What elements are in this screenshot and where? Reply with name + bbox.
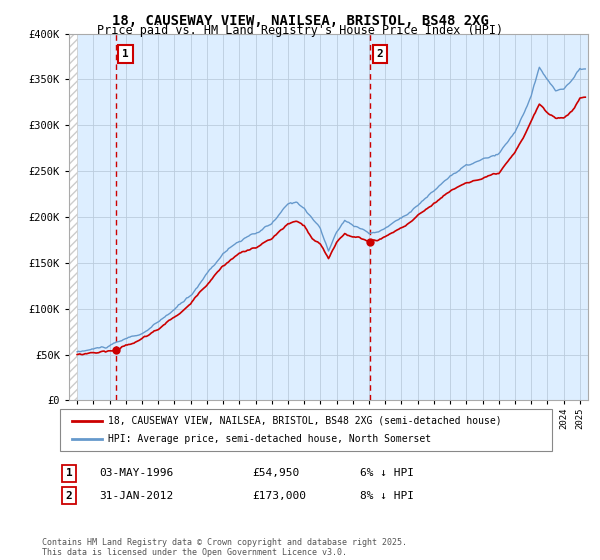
Text: 1: 1 xyxy=(122,49,128,59)
Text: 18, CAUSEWAY VIEW, NAILSEA, BRISTOL, BS48 2XG: 18, CAUSEWAY VIEW, NAILSEA, BRISTOL, BS4… xyxy=(112,14,488,28)
Text: 6% ↓ HPI: 6% ↓ HPI xyxy=(360,468,414,478)
Text: Contains HM Land Registry data © Crown copyright and database right 2025.
This d: Contains HM Land Registry data © Crown c… xyxy=(42,538,407,557)
Text: 2: 2 xyxy=(377,49,383,59)
Text: 18, CAUSEWAY VIEW, NAILSEA, BRISTOL, BS48 2XG (semi-detached house): 18, CAUSEWAY VIEW, NAILSEA, BRISTOL, BS4… xyxy=(108,416,502,426)
Text: £54,950: £54,950 xyxy=(252,468,299,478)
Text: 03-MAY-1996: 03-MAY-1996 xyxy=(99,468,173,478)
Text: 31-JAN-2012: 31-JAN-2012 xyxy=(99,491,173,501)
Bar xyxy=(69,34,77,400)
Text: HPI: Average price, semi-detached house, North Somerset: HPI: Average price, semi-detached house,… xyxy=(108,434,431,444)
Text: 2: 2 xyxy=(65,491,73,501)
Text: 1: 1 xyxy=(65,468,73,478)
Text: 8% ↓ HPI: 8% ↓ HPI xyxy=(360,491,414,501)
Text: Price paid vs. HM Land Registry's House Price Index (HPI): Price paid vs. HM Land Registry's House … xyxy=(97,24,503,37)
Text: £173,000: £173,000 xyxy=(252,491,306,501)
